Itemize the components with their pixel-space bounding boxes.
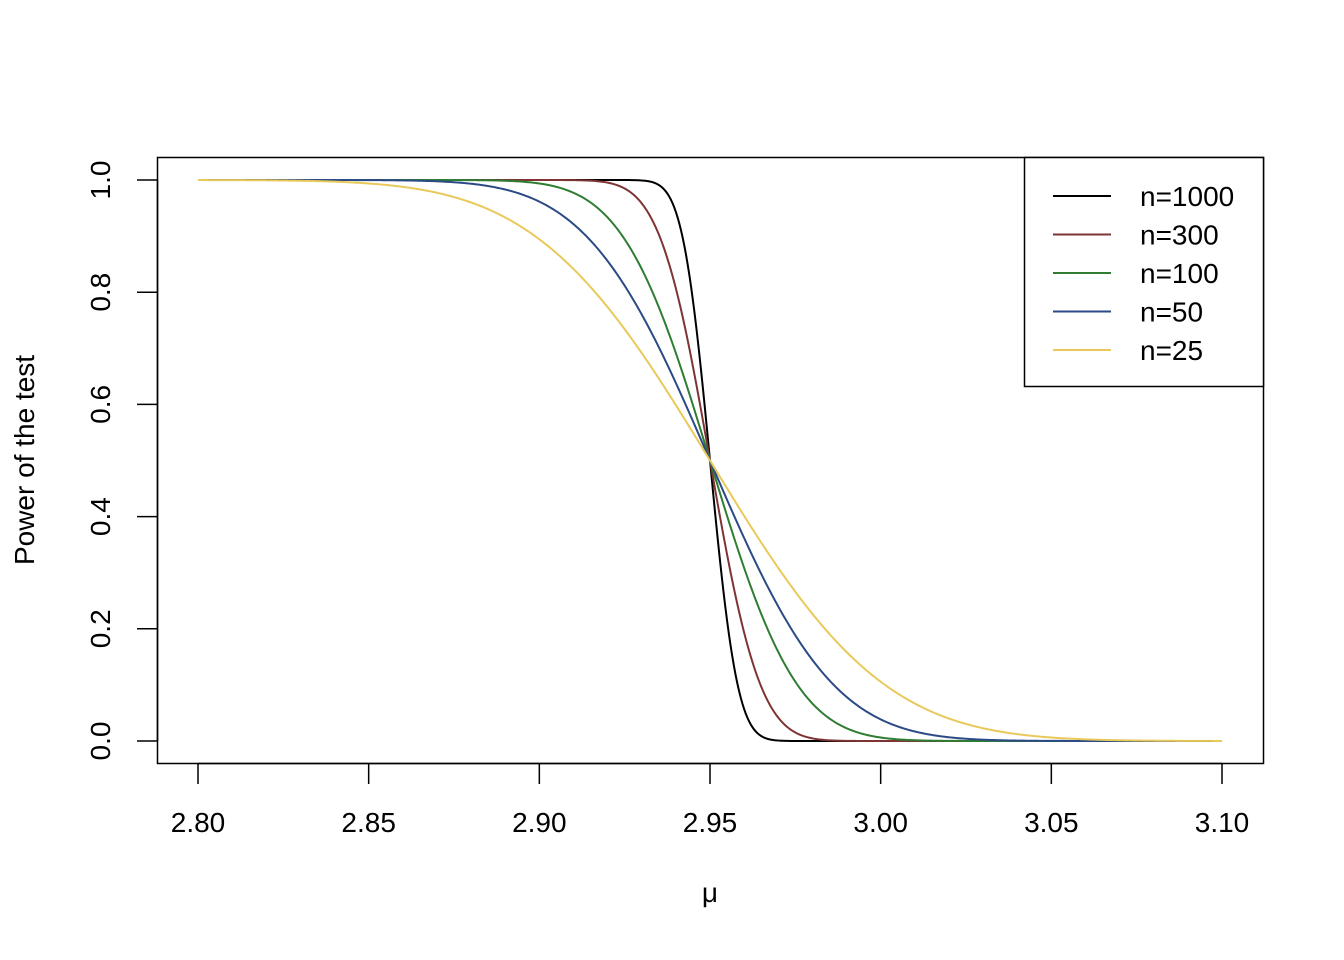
- x-tick-label: 2.80: [171, 807, 226, 838]
- legend: n=1000 n=300 n=100 n=50 n=25: [1023, 156, 1265, 388]
- legend-label: n=1000: [1140, 181, 1234, 212]
- legend-label: n=300: [1140, 220, 1219, 251]
- y-tick-label: 1.0: [85, 161, 116, 200]
- y-axis-title: Power of the test: [9, 355, 40, 565]
- curves: [198, 179, 1222, 742]
- y-tick-label: 0.6: [85, 385, 116, 424]
- legend-label: n=50: [1140, 297, 1203, 328]
- y-tick-label: 0.2: [85, 609, 116, 648]
- y-tick-label: 0.8: [85, 273, 116, 312]
- x-tick-label: 3.00: [853, 807, 908, 838]
- x-tick-label: 3.10: [1195, 807, 1250, 838]
- legend-label: n=25: [1140, 335, 1203, 366]
- x-tick-label: 2.85: [341, 807, 396, 838]
- legend-label: n=100: [1140, 258, 1219, 289]
- y-axis: 0.0 0.2 0.4 0.6 0.8 1.0: [85, 161, 159, 761]
- y-tick-label: 0.0: [85, 722, 116, 761]
- x-axis-title: μ: [702, 877, 718, 908]
- x-tick-label: 3.05: [1024, 807, 1079, 838]
- curve-n-25: [198, 179, 1222, 742]
- x-tick-label: 2.95: [683, 807, 738, 838]
- x-tick-label: 2.90: [512, 807, 567, 838]
- y-tick-label: 0.4: [85, 497, 116, 536]
- x-axis: 2.80 2.85 2.90 2.95 3.00 3.05 3.10: [171, 762, 1250, 838]
